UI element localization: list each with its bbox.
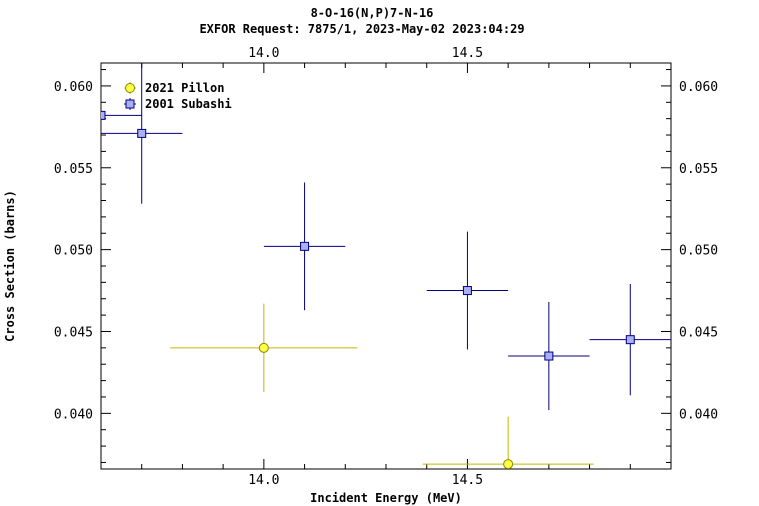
data-point	[544, 351, 554, 361]
data-point	[258, 342, 269, 353]
data-point	[625, 335, 635, 345]
y-tick-label-left: 0.045	[54, 325, 93, 340]
y-tick-label-left: 0.055	[54, 162, 93, 177]
series-layer	[101, 63, 671, 469]
plot-frame	[100, 62, 672, 470]
y-tick-label-right: 0.060	[679, 80, 718, 95]
legend-item: 2001 Subashi	[124, 97, 232, 111]
series-2021-pillon	[170, 303, 594, 469]
axis-tick-labels: 0.040 0.040 0.045 0.045 0.050 0.050 0.055 0.055…	[54, 46, 718, 488]
x-tick-label-top: 14.0	[248, 46, 279, 61]
y-tick-label-right: 0.055	[679, 162, 718, 177]
chart-title: 8-O-16(N,P)7-N-16	[311, 6, 434, 20]
y-axis-label: Cross Section (barns)	[3, 190, 17, 342]
series-2001-subashi	[101, 63, 671, 411]
data-point	[137, 128, 147, 138]
legend-item: 2021 Pillon	[124, 81, 224, 95]
legend-label: 2021 Pillon	[145, 81, 224, 95]
legend-label: 2001 Subashi	[145, 97, 232, 111]
x-tick-label-bottom: 14.0	[248, 473, 279, 488]
y-tick-label-right: 0.040	[679, 407, 718, 422]
data-point	[300, 241, 310, 251]
legend-marker	[125, 83, 135, 93]
x-axis-label: Incident Energy (MeV)	[310, 491, 462, 505]
axis-ticks	[101, 63, 672, 469]
chart-subtitle: EXFOR Request: 7875/1, 2023-May-02 2023:…	[199, 22, 524, 36]
y-tick-label-left: 0.050	[54, 244, 93, 259]
legend: 2021 Pillon 2001 Subashi	[124, 81, 232, 111]
x-tick-label-top: 14.5	[452, 46, 483, 61]
y-tick-label-right: 0.045	[679, 325, 718, 340]
data-point	[503, 459, 514, 469]
data-point	[101, 110, 106, 120]
data-point	[462, 286, 472, 296]
y-tick-label-right: 0.050	[679, 244, 718, 259]
y-tick-label-left: 0.060	[54, 80, 93, 95]
x-tick-label-bottom: 14.5	[452, 473, 483, 488]
y-tick-label-left: 0.040	[54, 407, 93, 422]
legend-marker	[125, 99, 135, 109]
